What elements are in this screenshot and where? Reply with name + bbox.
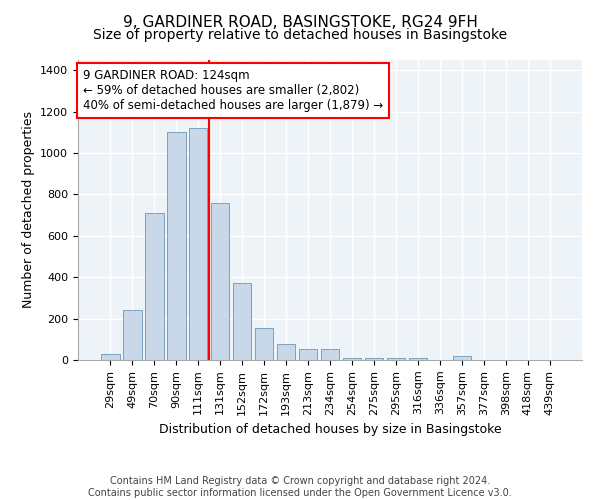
Bar [233,284,251,360]
Bar [386,358,405,360]
Bar [277,344,295,360]
Bar [167,132,185,360]
Y-axis label: Number of detached properties: Number of detached properties [22,112,35,308]
Bar [452,356,471,360]
Bar [123,310,142,360]
Bar [211,203,229,360]
Bar [320,348,340,360]
Text: 9, GARDINER ROAD, BASINGSTOKE, RG24 9FH: 9, GARDINER ROAD, BASINGSTOKE, RG24 9FH [122,15,478,30]
Bar [365,358,383,360]
Bar [299,348,317,360]
Bar [409,358,427,360]
Bar [343,358,361,360]
Bar [189,128,208,360]
Text: Size of property relative to detached houses in Basingstoke: Size of property relative to detached ho… [93,28,507,42]
Bar [255,328,274,360]
X-axis label: Distribution of detached houses by size in Basingstoke: Distribution of detached houses by size … [158,423,502,436]
Text: 9 GARDINER ROAD: 124sqm
← 59% of detached houses are smaller (2,802)
40% of semi: 9 GARDINER ROAD: 124sqm ← 59% of detache… [83,69,383,112]
Bar [145,213,164,360]
Text: Contains HM Land Registry data © Crown copyright and database right 2024.
Contai: Contains HM Land Registry data © Crown c… [88,476,512,498]
Bar [101,354,119,360]
